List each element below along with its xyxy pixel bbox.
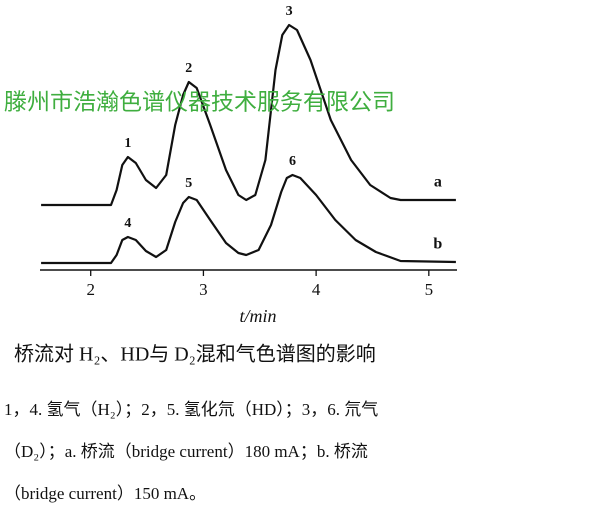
watermark: 滕州市浩瀚色谱仪器技术服务有限公司 bbox=[4, 90, 395, 116]
note-line: （bridge current）150 mA。 bbox=[4, 484, 206, 503]
trace bbox=[41, 23, 456, 207]
peak-label: 3 bbox=[286, 4, 293, 19]
peak-label: 2 bbox=[185, 61, 192, 76]
peak-label: 5 bbox=[185, 176, 192, 191]
x-tick-label: 2 bbox=[86, 280, 95, 299]
note-line: （D₂）；a. 桥流（bridge current）180 mA；b. 桥流 bbox=[4, 442, 368, 461]
caption: 桥流对 H₂、HD与 D₂混和气色谱图的影响 bbox=[14, 343, 376, 366]
x-tick-label: 5 bbox=[425, 280, 434, 299]
trace bbox=[41, 173, 456, 265]
peak-label: 1 bbox=[124, 136, 131, 151]
trace-label: a bbox=[434, 174, 442, 191]
peak-label: 4 bbox=[124, 216, 131, 231]
peak-label: 6 bbox=[289, 154, 296, 169]
note-line: 1，4. 氢气（H₂）；2，5. 氢化氘（HD）；3，6. 氘气 bbox=[4, 400, 378, 419]
x-axis-label: t/min bbox=[239, 306, 276, 326]
x-tick-label: 4 bbox=[312, 280, 321, 299]
trace-label: b bbox=[433, 236, 442, 253]
x-tick-label: 3 bbox=[199, 280, 208, 299]
